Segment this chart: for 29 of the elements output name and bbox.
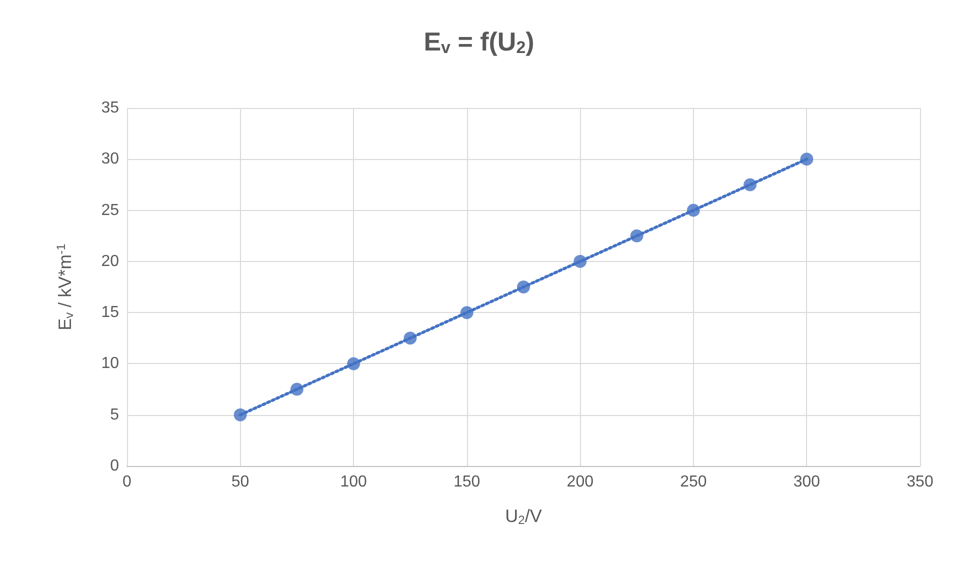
y-tick-label: 25 <box>101 202 120 219</box>
y-tick-label: 35 <box>101 100 120 116</box>
x-tick-label: 50 <box>231 474 250 490</box>
point <box>460 306 474 320</box>
y-tick-label: 20 <box>101 252 120 270</box>
point <box>234 408 247 422</box>
x-tick-label: 300 <box>793 474 820 490</box>
chart-title: Ev = f(U2) <box>424 26 534 57</box>
y-tick-label: 15 <box>101 304 120 322</box>
point <box>574 254 587 268</box>
point <box>347 357 360 370</box>
x-tick-label: 200 <box>566 474 594 490</box>
y-tick-label: 0 <box>110 458 120 474</box>
y-axis-title: Ev / kV*m-1 <box>54 243 76 330</box>
point <box>686 204 700 217</box>
x-tick-label: 150 <box>454 474 480 490</box>
x-tick-label: 0 <box>122 474 132 490</box>
point <box>517 280 530 294</box>
y-tick-label: 30 <box>101 150 120 168</box>
point <box>404 332 417 345</box>
point <box>800 152 814 166</box>
x-tick-label: 100 <box>340 474 368 490</box>
point <box>630 229 644 242</box>
x-tick-label: 350 <box>906 474 934 490</box>
x-tick-label: 250 <box>680 474 707 490</box>
point <box>744 178 757 192</box>
y-tick-label: 10 <box>101 355 120 372</box>
y-tick-label: 5 <box>110 406 120 424</box>
point <box>290 382 304 396</box>
